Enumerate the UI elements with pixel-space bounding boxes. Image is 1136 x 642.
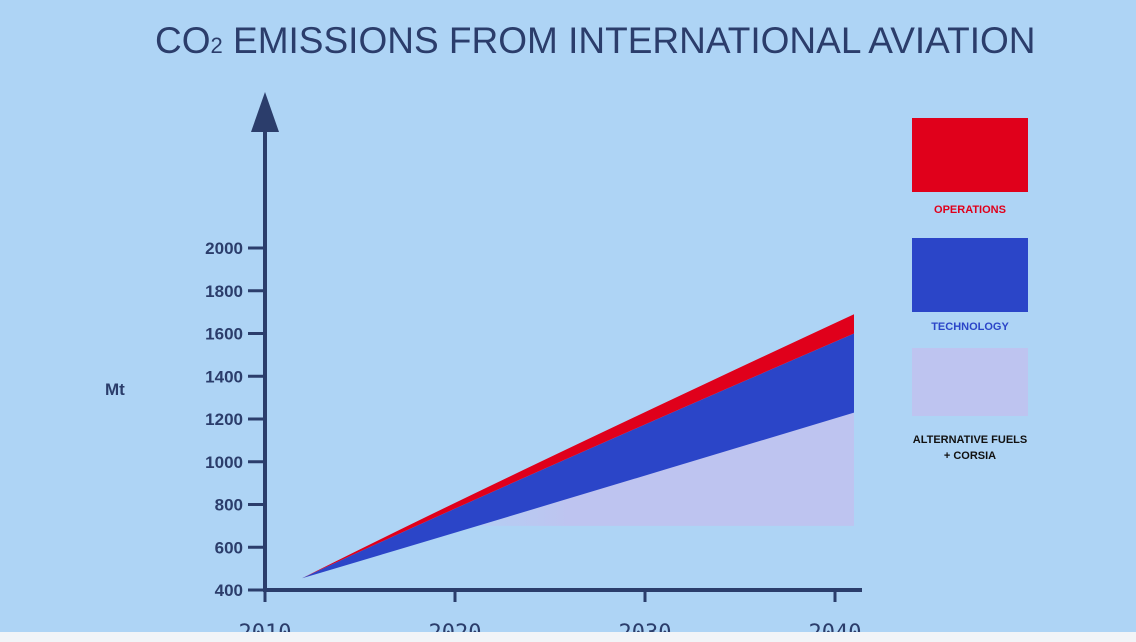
legend-label-alt-fuels-line1: ALTERNATIVE FUELS — [912, 434, 1028, 446]
y-tick-label: 400 — [215, 581, 243, 600]
legend-label-technology: TECHNOLOGY — [931, 321, 1009, 333]
legend-swatch-alt-fuels — [912, 348, 1028, 416]
area-layer — [302, 314, 854, 579]
y-tick-label: 1200 — [205, 410, 243, 429]
y-ticks: 400 600 800 1000 1200 1400 1600 1800 2000 — [205, 239, 265, 600]
area-technology — [302, 333, 854, 579]
legend-label-operations: OPERATIONS — [934, 204, 1006, 216]
legend-swatch-technology — [912, 238, 1028, 312]
area-operations — [302, 314, 854, 579]
y-axis-label: Mt — [105, 380, 125, 399]
title-co2: CO — [155, 20, 211, 61]
legend-label-alt-fuels-line2: + CORSIA — [943, 450, 997, 462]
legend — [912, 118, 1028, 416]
legend-label-alt-fuels: ALTERNATIVE FUELS + CORSIA — [900, 432, 1040, 464]
title-rest: EMISSIONS FROM INTERNATIONAL AVIATION — [222, 20, 1036, 61]
y-tick-label: 1400 — [205, 367, 243, 386]
axes-layer — [251, 92, 862, 592]
legend-swatch-operations — [912, 118, 1028, 192]
bottom-strip — [0, 632, 1136, 642]
y-tick-label: 600 — [215, 538, 243, 557]
y-axis-arrowhead — [251, 92, 279, 132]
y-tick-label: 1600 — [205, 325, 243, 344]
title-co2-subscript: 2 — [210, 33, 223, 58]
y-tick-label: 2000 — [205, 239, 243, 258]
y-tick-label: 1000 — [205, 453, 243, 472]
y-tick-label: 1800 — [205, 282, 243, 301]
chart-title: CO2 EMISSIONS FROM INTERNATIONAL AVIATIO… — [155, 20, 1115, 62]
y-tick-label: 800 — [215, 496, 243, 515]
